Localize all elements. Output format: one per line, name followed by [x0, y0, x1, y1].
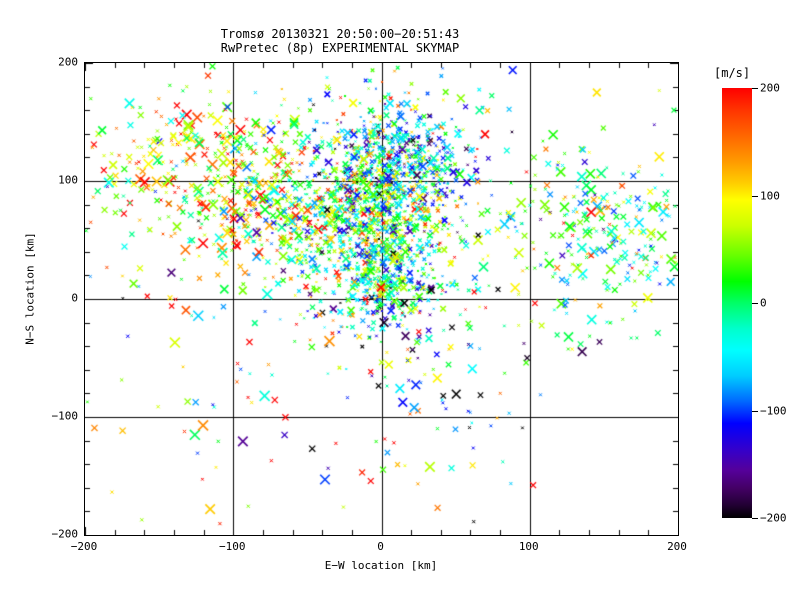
y-axis-label: N−S location [km]: [23, 232, 37, 345]
title-line-2: RwPretec (8p) EXPERIMENTAL SKYMAP: [220, 41, 460, 55]
colorbar-tick: [752, 518, 758, 519]
y-tick-label: −100: [51, 409, 79, 423]
colorbar-tick: [752, 410, 758, 412]
colorbar-unit-label: [m/s]: [714, 66, 751, 80]
title-line-1: Tromsø 20130321 20:50:00−20:51:43: [220, 27, 460, 41]
colorbar-gradient: [722, 88, 752, 518]
x-axis-label: E−W location [km]: [324, 559, 438, 572]
colorbar-tick-label: −100: [760, 404, 787, 417]
colorbar-tick-label: 100: [760, 189, 780, 202]
y-tick-label: 0: [71, 291, 78, 305]
y-tick-label: 200: [58, 55, 78, 69]
scatter-canvas: [85, 63, 678, 535]
plot-area: [84, 62, 679, 536]
colorbar-tick-label: 0: [760, 296, 767, 310]
x-tick-label: 0: [377, 540, 384, 553]
colorbar-tick-label: 200: [760, 81, 780, 95]
colorbar-tick: [752, 303, 758, 304]
x-tick-label: 200: [667, 540, 687, 553]
colorbar-tick: [752, 195, 758, 197]
colorbar-tick: [752, 88, 758, 89]
colorbar-tick-label: −200: [760, 511, 787, 525]
x-tick-label: −100: [219, 540, 246, 553]
plot-title: Tromsø 20130321 20:50:00−20:51:43 RwPret…: [0, 27, 680, 55]
y-tick-label: 100: [58, 173, 78, 187]
y-tick-label: −200: [51, 527, 79, 541]
colorbar: 200 100 0 −100 −200: [722, 82, 787, 525]
x-tick-label: −200: [70, 540, 98, 553]
x-tick-label: 100: [518, 540, 539, 553]
